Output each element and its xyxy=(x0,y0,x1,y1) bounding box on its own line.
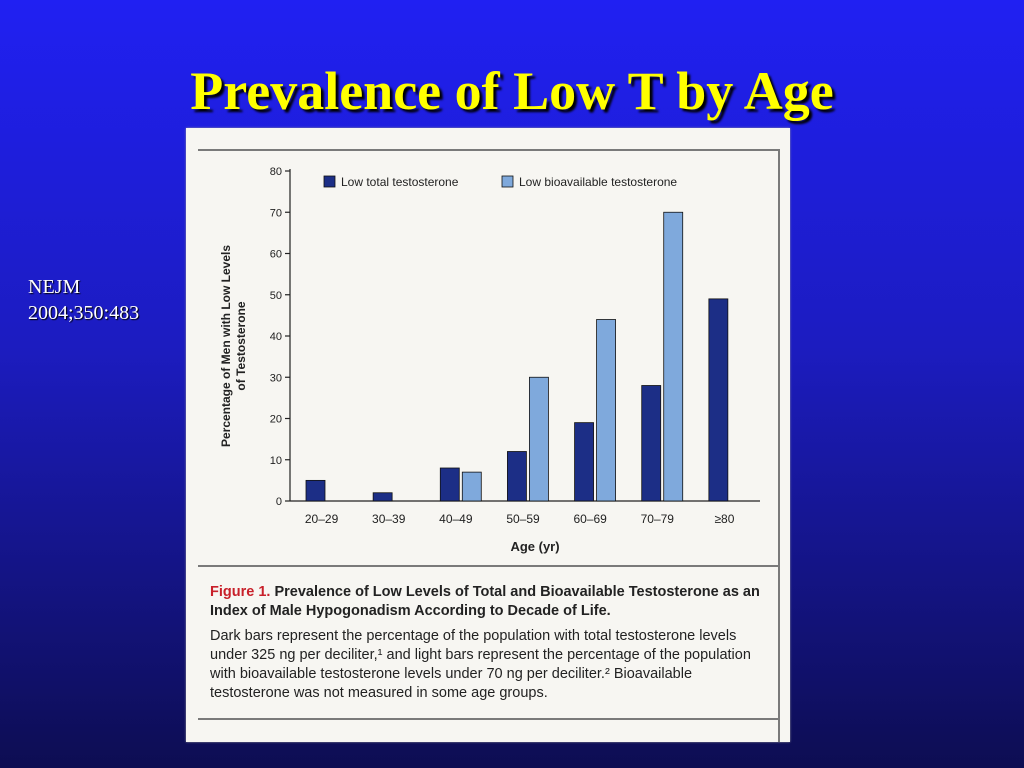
legend-label: Low bioavailable testosterone xyxy=(519,175,677,189)
caption-heading-block: Figure 1. Prevalence of Low Levels of To… xyxy=(210,583,768,621)
y-tick-label: 10 xyxy=(270,455,282,467)
bar-total xyxy=(372,492,393,502)
citation-reference: 2004;350:483 xyxy=(28,302,140,324)
x-axis-label: Age (yr) xyxy=(510,539,559,554)
bar-total xyxy=(507,451,527,502)
bar-bioavailable xyxy=(461,471,482,502)
y-tick-label: 70 xyxy=(270,207,282,219)
figure-caption: Figure 1. Prevalence of Low Levels of To… xyxy=(198,565,780,720)
figure-card: 0 10 20 30 40 50 60 70 80 Percentage of Men with … xyxy=(186,128,790,742)
caption-heading: Prevalence of Low Levels of Total and Bi… xyxy=(210,584,760,619)
bar-total xyxy=(305,479,326,502)
bar-total xyxy=(641,385,662,502)
bar-total xyxy=(439,467,460,502)
x-tick-label: 30–39 xyxy=(372,512,406,526)
y-axis-label: of Testosterone xyxy=(234,301,248,390)
x-tick-label: 40–49 xyxy=(439,512,473,526)
y-tick-label: 80 xyxy=(270,166,282,178)
y-tick-label: 0 xyxy=(276,496,282,508)
citation-journal: NEJM xyxy=(28,276,81,298)
bar-bioavailable xyxy=(663,211,684,502)
y-tick-label: 20 xyxy=(270,414,282,426)
x-tick-label: ≥80 xyxy=(714,512,734,526)
legend-label: Low total testosterone xyxy=(341,175,459,189)
bar-total xyxy=(708,298,729,502)
y-tick-label: 30 xyxy=(270,372,282,384)
bar-total xyxy=(574,422,594,502)
caption-label: Figure 1. xyxy=(210,584,271,600)
figure-frame xyxy=(198,149,780,742)
y-tick-label: 40 xyxy=(270,331,282,343)
y-axis-label: Percentage of Men with Low Levels xyxy=(219,245,233,447)
y-tick-label: 60 xyxy=(270,249,282,261)
bar-chart: 0 10 20 30 40 50 60 70 80 Percentage of Men with … xyxy=(219,166,760,554)
legend-swatch xyxy=(323,175,336,188)
y-tick-label: 50 xyxy=(270,290,282,302)
citation: NEJM 2004;350:483 xyxy=(28,274,139,326)
bar-bioavailable xyxy=(529,376,549,502)
slide-title: Prevalence of Low T by Age xyxy=(190,61,834,121)
caption-body: Dark bars represent the percentage of th… xyxy=(210,628,751,701)
x-tick-label: 50–59 xyxy=(506,512,540,526)
bar-bioavailable xyxy=(596,319,616,502)
x-tick-label: 60–69 xyxy=(573,512,607,526)
x-tick-label: 70–79 xyxy=(641,512,675,526)
x-tick-label: 20–29 xyxy=(305,512,339,526)
legend-swatch xyxy=(501,175,514,188)
